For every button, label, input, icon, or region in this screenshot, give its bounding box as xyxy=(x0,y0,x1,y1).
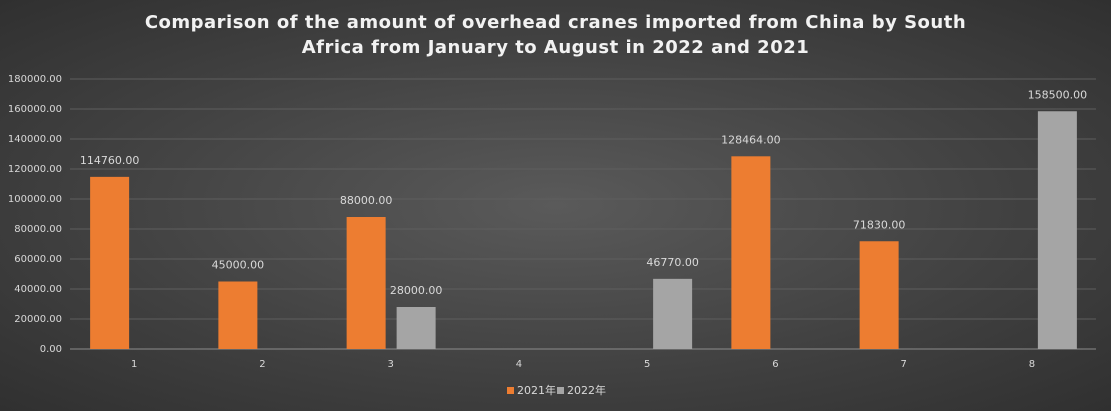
y-tick-label: 160000.00 xyxy=(8,104,62,115)
y-tick-label: 40000.00 xyxy=(14,284,62,295)
data-label: 114760.00 xyxy=(80,154,140,167)
y-tick-label: 20000.00 xyxy=(14,314,62,325)
legend-label: 2021年 xyxy=(517,383,556,397)
y-tick-label: 0.00 xyxy=(40,344,62,355)
bar xyxy=(731,156,771,349)
data-label: 45000.00 xyxy=(212,259,265,272)
x-tick-label: 6 xyxy=(772,359,778,370)
x-tick-label: 8 xyxy=(1029,359,1035,370)
x-tick-label: 7 xyxy=(900,359,906,370)
x-tick-label: 5 xyxy=(644,359,650,370)
data-label: 46770.00 xyxy=(646,256,699,269)
y-tick-label: 60000.00 xyxy=(14,254,62,265)
bar xyxy=(859,241,899,349)
data-label: 28000.00 xyxy=(390,284,443,297)
chart-title: Comparison of the amount of overhead cra… xyxy=(144,12,967,58)
data-label: 71830.00 xyxy=(853,218,906,231)
x-tick-label: 2 xyxy=(259,359,265,370)
data-label: 128464.00 xyxy=(721,133,781,146)
legend-swatch xyxy=(557,387,564,394)
bar xyxy=(90,176,130,349)
bar xyxy=(346,217,386,349)
y-tick-label: 140000.00 xyxy=(8,134,62,145)
y-tick-label: 120000.00 xyxy=(8,164,62,175)
x-tick-label: 4 xyxy=(516,359,522,370)
x-tick-label: 1 xyxy=(131,359,137,370)
legend-label: 2022年 xyxy=(567,383,606,397)
y-tick-label: 80000.00 xyxy=(14,224,62,235)
data-label: 88000.00 xyxy=(340,194,393,207)
y-tick-label: 100000.00 xyxy=(8,194,62,205)
bar xyxy=(396,307,436,349)
data-label: 158500.00 xyxy=(1028,88,1088,101)
bar xyxy=(1037,111,1077,349)
bar xyxy=(653,278,693,349)
x-tick-label: 3 xyxy=(387,359,393,370)
bar xyxy=(218,281,258,349)
y-tick-label: 180000.00 xyxy=(8,74,62,85)
legend-swatch xyxy=(507,387,514,394)
